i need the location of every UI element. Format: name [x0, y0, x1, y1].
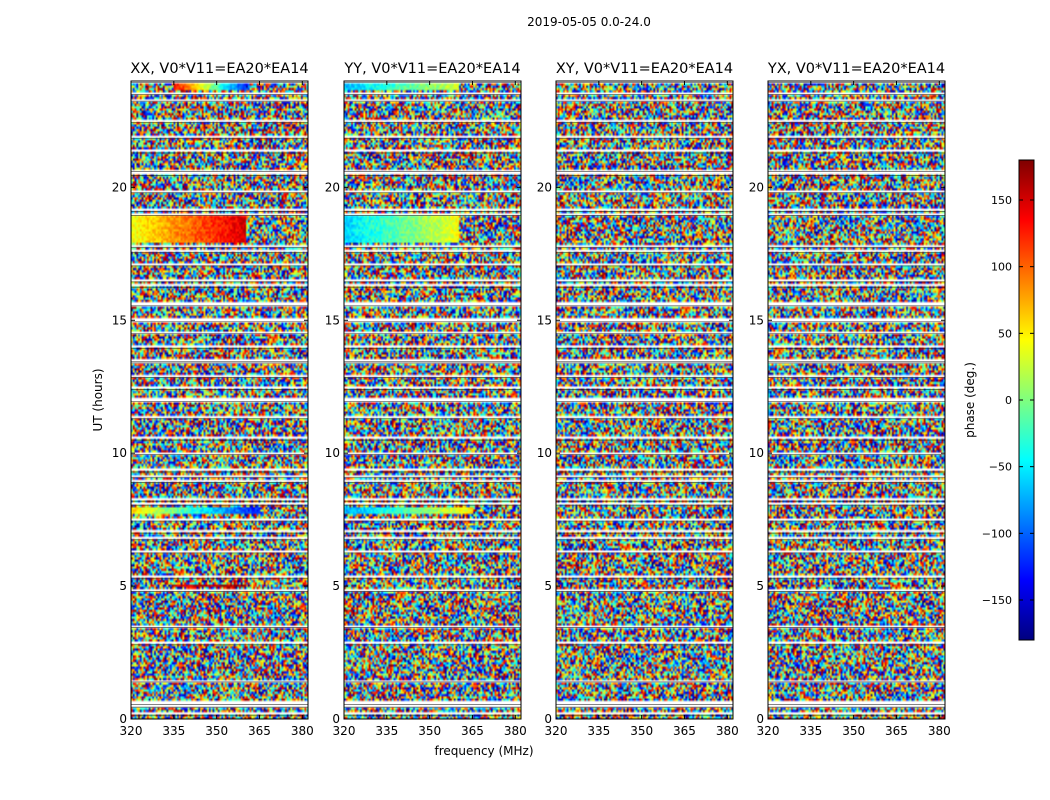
- panel-frame: [343, 80, 522, 720]
- colorbar-ticks: 150 100 50 0 −50 −100 −150: [982, 194, 1034, 607]
- panel-frame: [130, 80, 309, 720]
- y-tick-label: 0: [544, 712, 552, 726]
- colorbar-tick-label: −50: [989, 461, 1012, 474]
- x-tick-label: 380: [504, 724, 527, 738]
- x-tick-label: 350: [205, 724, 228, 738]
- x-tick-label: 335: [375, 724, 398, 738]
- y-tick-label: 5: [756, 579, 764, 593]
- x-tick-label: 320: [120, 724, 143, 738]
- phase-image: [344, 81, 521, 719]
- panel-0: XX, V0*V11=EA20*EA14 320 335 350 365 380 0 5 10 1…: [112, 61, 314, 738]
- phase-image: [768, 81, 945, 719]
- x-tick-label: 320: [757, 724, 780, 738]
- x-tick-label: 350: [630, 724, 653, 738]
- x-tick-label: 350: [842, 724, 865, 738]
- panel-2: XY, V0*V11=EA20*EA14 320 335 350 365 380 0 5 10 1…: [537, 61, 739, 738]
- x-tick-label: 320: [333, 724, 356, 738]
- panel-3: YX, V0*V11=EA20*EA14 320 335 350 365 380 0 5 10 1…: [749, 61, 951, 738]
- panel-frame: [767, 80, 946, 720]
- x-tick-label: 365: [673, 724, 696, 738]
- y-tick-label: 0: [332, 712, 340, 726]
- colorbar: 150 100 50 0 −50 −100 −150 phase (deg.): [963, 159, 1035, 641]
- y-tick-label: 15: [537, 313, 552, 327]
- y-tick-label: 10: [112, 446, 127, 460]
- phase-image: [131, 81, 308, 719]
- colorbar-tick-label: 100: [991, 261, 1012, 274]
- y-tick-label: 20: [749, 180, 764, 194]
- y-tick-label: 20: [325, 180, 340, 194]
- figure-suptitle: 2019-05-05 0.0-24.0: [527, 15, 651, 29]
- y-tick-label: 20: [537, 180, 552, 194]
- y-axis-label: UT (hours): [91, 368, 105, 431]
- panel-1: YY, V0*V11=EA20*EA14 320 335 350 365 380 0 5 10 1…: [325, 61, 527, 738]
- colorbar-tick-label: −100: [982, 527, 1012, 540]
- colorbar-tick-label: 0: [1005, 394, 1012, 407]
- phase-image: [556, 81, 733, 719]
- y-tick-label: 15: [325, 313, 340, 327]
- panel-title: YX, V0*V11=EA20*EA14: [767, 61, 945, 77]
- x-tick-label: 365: [461, 724, 484, 738]
- x-tick-label: 335: [162, 724, 185, 738]
- y-tick-label: 5: [332, 579, 340, 593]
- y-tick-label: 10: [325, 446, 340, 460]
- x-tick-label: 365: [885, 724, 908, 738]
- panels: XX, V0*V11=EA20*EA14 320 335 350 365 380 0 5 10 1…: [112, 61, 951, 738]
- panel-title: XY, V0*V11=EA20*EA14: [556, 61, 733, 77]
- y-tick-label: 10: [537, 446, 552, 460]
- y-tick-label: 20: [112, 180, 127, 194]
- x-tick-label: 365: [248, 724, 271, 738]
- x-tick-label: 320: [545, 724, 568, 738]
- y-tick-label: 10: [749, 446, 764, 460]
- y-tick-label: 0: [119, 712, 127, 726]
- x-tick-label: 335: [587, 724, 610, 738]
- y-tick-label: 0: [756, 712, 764, 726]
- colorbar-label: phase (deg.): [963, 362, 977, 438]
- colorbar-tick-label: 150: [991, 194, 1012, 207]
- x-tick-label: 335: [799, 724, 822, 738]
- x-tick-label: 380: [716, 724, 739, 738]
- x-axis-label: frequency (MHz): [434, 744, 533, 758]
- y-tick-label: 5: [544, 579, 552, 593]
- y-tick-label: 15: [749, 313, 764, 327]
- colorbar-tick-label: 50: [998, 327, 1012, 340]
- panel-title: YY, V0*V11=EA20*EA14: [343, 61, 520, 77]
- colorbar-tick-label: −150: [982, 594, 1012, 607]
- x-tick-label: 380: [291, 724, 314, 738]
- x-tick-label: 350: [418, 724, 441, 738]
- y-tick-label: 5: [119, 579, 127, 593]
- y-tick-label: 15: [112, 313, 127, 327]
- panel-title: XX, V0*V11=EA20*EA14: [130, 61, 308, 77]
- panel-frame: [555, 80, 734, 720]
- x-tick-label: 380: [928, 724, 951, 738]
